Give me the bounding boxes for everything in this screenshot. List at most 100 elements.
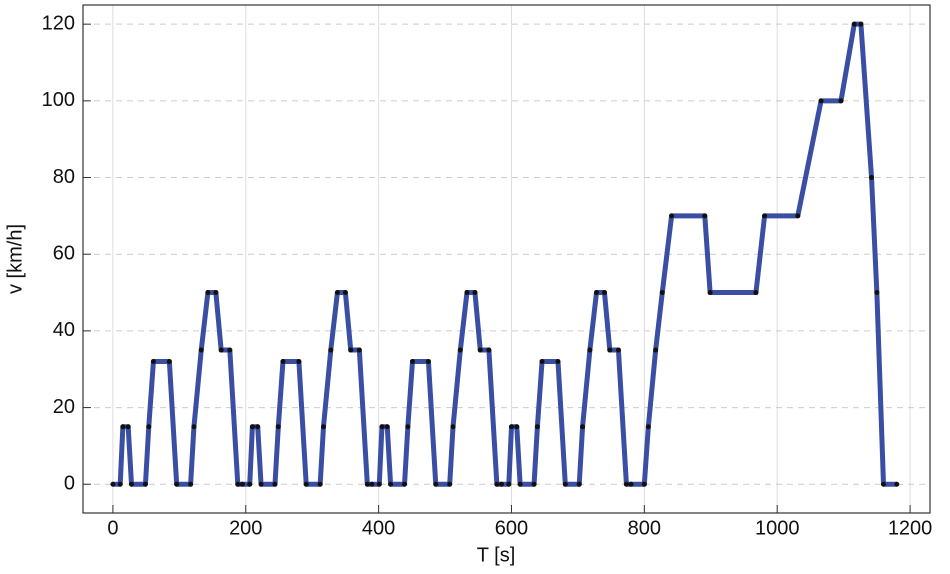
point — [838, 98, 844, 104]
point — [296, 359, 302, 365]
point — [858, 21, 864, 27]
point — [623, 481, 629, 487]
point — [188, 481, 194, 487]
point — [576, 481, 582, 487]
point — [409, 359, 415, 365]
x-tick-label: 1000 — [755, 517, 800, 539]
point — [795, 213, 801, 219]
point — [110, 481, 116, 487]
point — [539, 359, 545, 365]
point — [669, 213, 675, 219]
point — [753, 290, 759, 296]
point — [239, 481, 245, 487]
point — [369, 481, 375, 487]
x-tick-label: 600 — [495, 517, 528, 539]
point — [659, 290, 665, 296]
point — [628, 481, 634, 487]
point — [280, 359, 286, 365]
point — [607, 347, 613, 353]
point — [255, 424, 261, 430]
point — [486, 347, 492, 353]
point — [851, 21, 857, 27]
point — [388, 481, 394, 487]
point — [433, 481, 439, 487]
point — [615, 347, 621, 353]
y-tick-label: 40 — [53, 319, 75, 341]
y-tick-label: 0 — [64, 473, 75, 495]
x-tick-label: 1200 — [888, 517, 933, 539]
point — [320, 424, 326, 430]
point — [762, 213, 768, 219]
point — [447, 481, 453, 487]
point — [472, 290, 478, 296]
point — [166, 359, 172, 365]
point — [247, 481, 253, 487]
point — [364, 481, 370, 487]
point — [894, 481, 900, 487]
point — [213, 290, 219, 296]
point — [587, 347, 593, 353]
point — [174, 481, 180, 487]
y-tick-label: 60 — [53, 242, 75, 264]
point — [653, 347, 659, 353]
x-tick-label: 200 — [229, 517, 262, 539]
point — [376, 481, 382, 487]
point — [227, 347, 233, 353]
point — [348, 347, 354, 353]
point — [534, 424, 540, 430]
point — [128, 481, 134, 487]
x-tick-label: 400 — [362, 517, 395, 539]
point — [506, 481, 512, 487]
point — [499, 481, 505, 487]
point — [120, 424, 126, 430]
point — [258, 481, 264, 487]
point — [517, 481, 523, 487]
point — [125, 424, 131, 430]
point — [425, 359, 431, 365]
point — [702, 213, 708, 219]
point — [580, 424, 586, 430]
y-tick-label: 100 — [42, 89, 75, 111]
point — [328, 347, 334, 353]
point — [356, 347, 362, 353]
point — [235, 481, 241, 487]
point — [645, 424, 651, 430]
point — [450, 424, 456, 430]
point — [142, 481, 148, 487]
point — [384, 424, 390, 430]
point — [494, 481, 500, 487]
point — [880, 481, 886, 487]
point — [218, 347, 224, 353]
x-axis-label: T [s] — [477, 544, 516, 566]
point — [874, 290, 880, 296]
point — [405, 424, 411, 430]
point — [303, 481, 309, 487]
point — [205, 290, 211, 296]
point — [379, 424, 385, 430]
point — [555, 359, 561, 365]
point — [150, 359, 156, 365]
y-axis-label: v [km/h] — [4, 224, 26, 294]
point — [275, 424, 281, 430]
point — [117, 481, 123, 487]
point — [198, 347, 204, 353]
x-tick-label: 0 — [107, 517, 118, 539]
point — [191, 424, 197, 430]
point — [464, 290, 470, 296]
point — [594, 290, 600, 296]
y-tick-label: 20 — [53, 396, 75, 418]
plot-frame — [82, 4, 931, 514]
point — [249, 424, 255, 430]
point — [334, 290, 340, 296]
point — [514, 424, 520, 430]
x-tick-label: 800 — [628, 517, 661, 539]
y-tick-label: 80 — [53, 166, 75, 188]
point — [272, 481, 278, 487]
point — [317, 481, 323, 487]
point — [531, 481, 537, 487]
point — [457, 347, 463, 353]
point — [869, 175, 875, 181]
y-tick-label: 120 — [42, 12, 75, 34]
